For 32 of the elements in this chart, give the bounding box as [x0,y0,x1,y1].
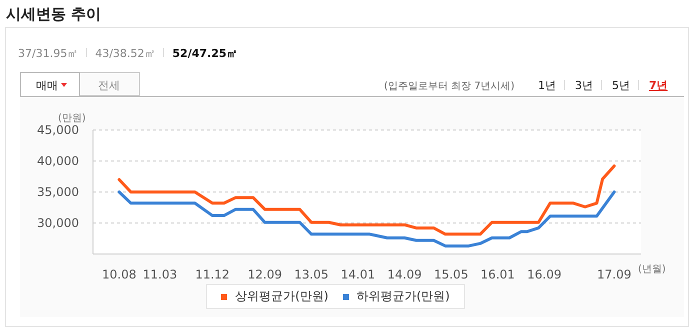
text: 52/47.25㎡ [171,47,238,60]
x-tick-label: 16.01 [480,268,515,282]
legend-label: 상위평균가(만원) [234,288,328,305]
x-tick-label: 12.09 [248,268,282,282]
text: 5년 [612,78,630,93]
x-tick-label: 11.12 [195,268,230,282]
text: 43/38.52㎡ [94,47,156,60]
legend-label: 하위평균가(만원) [356,288,450,305]
y-axis-title: (만원) [58,112,86,125]
y-tick-label: 35,000 [37,185,79,199]
text: 7년 [649,78,668,93]
x-axis-title: (년월) [638,263,666,276]
line-series [118,164,616,236]
x-tick-label: 16.09 [527,268,562,282]
x-tick-label: 15.05 [434,268,468,282]
x-tick-label: 14.01 [340,268,376,282]
text: 매매 [36,78,58,93]
x-tick-label: 10.08 [102,268,136,282]
x-tick-label: 17.09 [597,268,632,282]
text: 37/31.95㎡ [18,47,78,60]
y-tick-label: 30,000 [37,216,79,230]
text: 전세 [98,78,120,93]
x-tick-label: 11.03 [142,268,178,282]
y-tick-label: 45,000 [37,123,79,137]
y-tick-label: 40,000 [37,154,79,168]
x-tick-label: 13.05 [294,268,329,282]
x-tick-label: 14.09 [387,268,422,282]
text: 1년 [538,78,556,93]
text: 3년 [575,78,593,93]
line-series [118,190,616,248]
chart-title: 시세변동 추이 [6,5,102,24]
text: (입주일로부터 최장 7년시세) [384,80,515,93]
